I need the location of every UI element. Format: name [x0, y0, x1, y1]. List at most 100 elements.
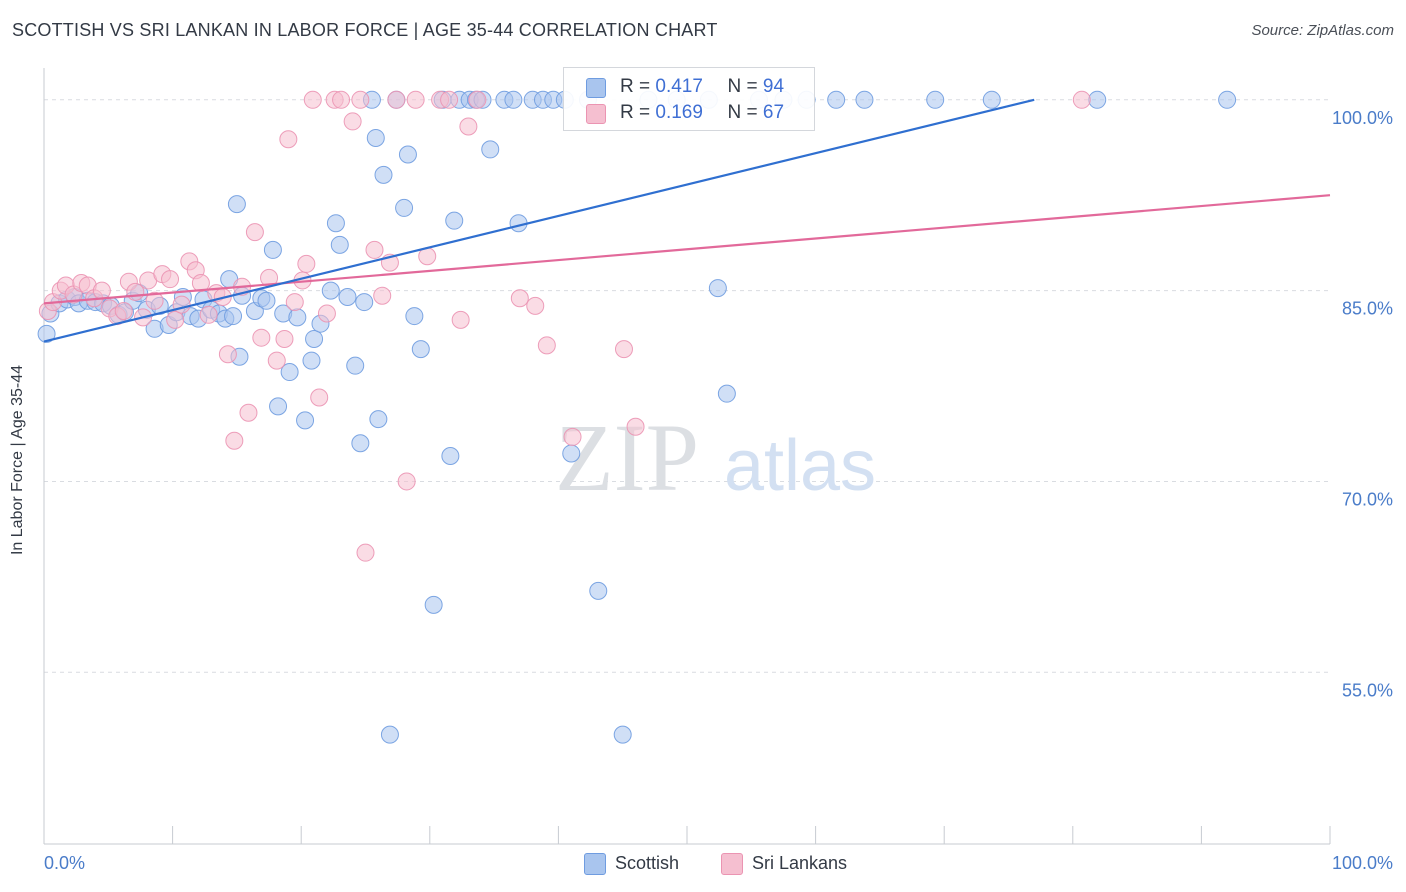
y-tick-label: 70.0%: [1342, 489, 1393, 509]
scottish-r-label: R =: [620, 76, 651, 97]
srilankan-point: [626, 417, 645, 436]
srilankan-point: [218, 345, 237, 364]
scottish-point: [926, 90, 945, 109]
srilankan-point: [114, 301, 133, 320]
scottish-point: [855, 90, 874, 109]
scottish-point: [305, 329, 324, 348]
bottom-srilankan-label: Sri Lankans: [752, 853, 848, 873]
srilankan-point: [614, 340, 633, 359]
srilankan-point: [145, 291, 164, 310]
trend-lines: [43, 98, 1331, 343]
scottish-point: [827, 90, 846, 109]
srilankan-point: [365, 240, 384, 259]
tick-labels: 100.0% 85.0% 70.0% 55.0% 0.0% 100.0%: [44, 108, 1393, 873]
watermark-atlas: atlas: [724, 426, 876, 506]
scottish-point: [374, 165, 393, 184]
srilankan-trend-line: [43, 194, 1331, 305]
srilankan-point: [510, 289, 529, 308]
srilankan-point: [285, 293, 304, 312]
scottish-point: [708, 279, 727, 298]
srilankan-point: [1072, 90, 1091, 109]
srilankan-r-label: R =: [620, 102, 651, 123]
bottom-scottish-swatch: [584, 853, 606, 875]
srilankan-point: [267, 351, 286, 370]
y-tick-label: 55.0%: [1342, 680, 1393, 700]
srilankan-point: [343, 112, 362, 131]
srilankan-point: [303, 90, 322, 109]
srilankan-swatch: [586, 104, 606, 124]
srilankan-point: [252, 328, 271, 347]
scottish-point: [405, 307, 424, 326]
srilankan-point: [166, 310, 185, 329]
y-tick-label: 85.0%: [1342, 299, 1393, 319]
srilankan-point: [526, 296, 545, 315]
scottish-point: [355, 293, 374, 312]
bottom-scottish-label: Scottish: [615, 853, 680, 873]
scottish-point: [411, 340, 430, 359]
srilankan-point: [225, 431, 244, 450]
srilankan-point: [245, 223, 264, 242]
scottish-point: [37, 324, 56, 343]
scottish-point: [321, 281, 340, 300]
x-tick-label-max: 100.0%: [1332, 853, 1393, 873]
srilankan-point: [332, 90, 351, 109]
scottish-point: [366, 128, 385, 147]
bottom-srilankan-swatch: [721, 853, 743, 875]
srilankan-point: [440, 90, 459, 109]
scottish-point: [1088, 90, 1107, 109]
scottish-n-label: N =: [727, 76, 758, 97]
scottish-point: [351, 434, 370, 453]
scottish-point: [424, 595, 443, 614]
scottish-swatch: [586, 78, 606, 98]
scottish-point: [269, 397, 288, 416]
srilankan-point: [297, 254, 316, 273]
scottish-point: [562, 444, 581, 463]
srilankan-point: [279, 130, 298, 149]
x-tick-label-min: 0.0%: [44, 853, 85, 873]
scottish-point: [302, 351, 321, 370]
scottish-point: [227, 195, 246, 214]
chart-source: Source: ZipAtlas.com: [1251, 22, 1394, 39]
srilankan-point: [563, 427, 582, 446]
srilankan-point: [468, 90, 487, 109]
srilankan-point: [451, 310, 470, 329]
srilankan-point: [387, 90, 406, 109]
scottish-point: [326, 214, 345, 233]
srilankan-n-label: N =: [727, 102, 758, 123]
srilankan-point: [317, 304, 336, 323]
scottish-point: [263, 240, 282, 259]
srilankan-point: [373, 286, 392, 305]
scottish-point: [330, 235, 349, 254]
srilankan-point: [275, 329, 294, 348]
scottish-point: [288, 308, 307, 327]
scottish-point: [398, 145, 417, 164]
srilankan-point: [351, 90, 370, 109]
scottish-point: [280, 363, 299, 382]
chart-title: SCOTTISH VS SRI LANKAN IN LABOR FORCE | …: [12, 20, 718, 40]
scottish-point: [504, 90, 523, 109]
scottish-point: [613, 725, 632, 744]
scottish-point: [445, 211, 464, 230]
scottish-point: [369, 410, 388, 429]
srilankan-point: [406, 90, 425, 109]
srilankan-point: [537, 336, 556, 355]
y-tick-label: 100.0%: [1332, 108, 1393, 128]
scottish-n-value: 94: [762, 76, 785, 97]
srilankan-point: [459, 117, 478, 136]
scottish-point: [346, 356, 365, 375]
srilankan-r-value: 0.169: [655, 102, 703, 123]
axes: [43, 68, 1331, 845]
srilankan-point: [172, 295, 191, 314]
scottish-point: [395, 198, 414, 217]
scottish-point: [589, 581, 608, 600]
srilankan-n-value: 67: [762, 102, 785, 123]
scottish-point: [982, 90, 1001, 109]
scottish-point: [380, 725, 399, 744]
srilankan-point: [397, 472, 416, 491]
scottish-point: [296, 411, 315, 430]
scottish-r-value: 0.417: [655, 76, 703, 97]
scottish-point: [717, 384, 736, 403]
srilankan-point: [310, 388, 329, 407]
srilankan-point: [239, 403, 258, 422]
